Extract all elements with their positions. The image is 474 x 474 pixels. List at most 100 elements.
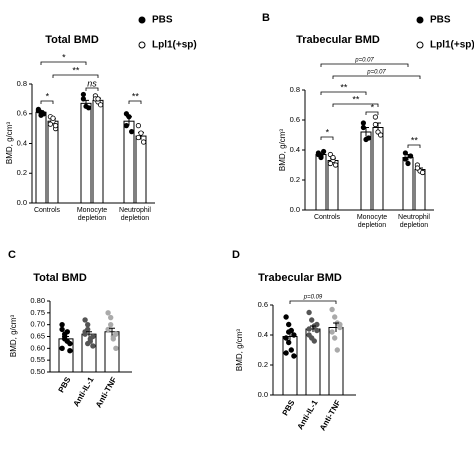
data-point: [135, 123, 141, 129]
y-tick-label: 0.8: [290, 85, 300, 94]
x-tick-label: Monocyte depletion: [356, 214, 388, 229]
data-point: [405, 160, 411, 167]
data-point: [135, 134, 141, 141]
y-axis-label: BMD, g/cm³: [278, 129, 287, 172]
data-point: [414, 165, 420, 171]
significance-label: *: [325, 127, 329, 137]
x-tick-label: Anti-TNF: [94, 375, 119, 409]
y-tick-label: 0.8: [17, 79, 27, 88]
chart-title: Total BMD: [45, 34, 99, 46]
x-tick-label: Anti-IL-1: [296, 398, 320, 431]
significance-bracket: [40, 100, 54, 104]
y-tick-label: 0.2: [258, 360, 268, 369]
data-point: [372, 114, 378, 120]
y-axis-label: BMD, g/cm³: [5, 122, 14, 165]
data-point: [283, 335, 289, 341]
data-point: [360, 120, 366, 126]
data-point: [110, 336, 117, 342]
significance-bracket: [40, 61, 87, 65]
data-point: [98, 102, 104, 108]
data-point: [85, 321, 91, 328]
legend-marker: [138, 41, 146, 49]
y-tick-label: 0.0: [17, 198, 27, 207]
y-tick-label: 0.0: [290, 205, 300, 214]
data-point: [126, 114, 132, 120]
data-point: [332, 162, 339, 168]
data-point: [286, 339, 292, 346]
data-point: [365, 135, 372, 141]
y-tick-label: 0.55: [30, 355, 45, 364]
y-tick-label: 0.4: [17, 138, 27, 147]
data-point: [64, 329, 71, 335]
y-tick-label: 0.6: [17, 109, 27, 118]
bar: [135, 135, 147, 204]
data-point: [334, 347, 340, 353]
x-tick-label: Neutrophil depletion: [119, 207, 151, 222]
significance-bracket: [85, 87, 99, 91]
data-point: [419, 169, 426, 176]
data-point: [138, 130, 144, 136]
panel-letter: B: [262, 12, 270, 24]
panel-letter: D: [232, 249, 240, 261]
data-point: [329, 329, 335, 335]
y-tick-label: 0.80: [30, 296, 45, 305]
data-point: [327, 160, 333, 167]
data-point: [314, 327, 320, 334]
y-tick-label: 0.70: [30, 320, 45, 329]
data-point: [90, 333, 96, 340]
data-point: [108, 314, 114, 321]
panel-letter: C: [8, 249, 16, 261]
y-tick-label: 0.65: [30, 331, 45, 340]
bar: [92, 99, 104, 204]
data-point: [286, 321, 292, 328]
significance-label: **: [352, 94, 360, 104]
data-point: [407, 153, 414, 159]
data-point: [113, 331, 119, 337]
data-point: [311, 338, 317, 344]
data-point: [329, 306, 335, 313]
data-point: [67, 340, 73, 347]
data-point: [320, 148, 327, 155]
data-point: [123, 123, 130, 129]
legend-marker: [138, 16, 146, 24]
data-point: [113, 345, 119, 352]
x-tick-label: Neutrophil depletion: [398, 214, 430, 229]
bar: [372, 127, 384, 211]
data-point: [67, 348, 73, 354]
data-point: [52, 123, 59, 129]
significance-bracket: [320, 136, 334, 140]
data-point: [377, 132, 384, 138]
bar: [315, 154, 327, 211]
data-point: [283, 350, 289, 356]
y-tick-label: 0.50: [30, 367, 45, 376]
data-point: [332, 314, 338, 320]
data-point: [141, 139, 147, 145]
y-tick-label: 0.2: [290, 175, 300, 184]
significance-label: p=0.07: [366, 70, 386, 76]
data-point: [108, 321, 114, 328]
data-point: [332, 335, 338, 341]
data-point: [85, 340, 91, 347]
x-tick-label: Controls: [313, 214, 341, 221]
y-tick-label: 0.75: [30, 308, 45, 317]
data-point: [372, 121, 378, 128]
legend-label: Lpl1(+sp): [430, 40, 474, 51]
significance-bracket: [320, 63, 409, 67]
significance-label: *: [370, 102, 374, 112]
data-point: [402, 156, 408, 162]
significance-label: p=0.09: [303, 295, 323, 301]
data-point: [318, 154, 324, 161]
bar: [414, 169, 426, 211]
data-point: [129, 129, 135, 135]
significance-label: **: [131, 91, 139, 101]
chart-title: Trabecular BMD: [258, 272, 342, 284]
significance-bracket: [332, 103, 379, 107]
data-point: [291, 353, 297, 359]
y-tick-label: 0.4: [290, 145, 300, 154]
data-point: [402, 150, 408, 156]
data-point: [59, 321, 65, 328]
x-tick-label: Monocyte depletion: [76, 207, 108, 222]
significance-bracket: [365, 111, 379, 115]
